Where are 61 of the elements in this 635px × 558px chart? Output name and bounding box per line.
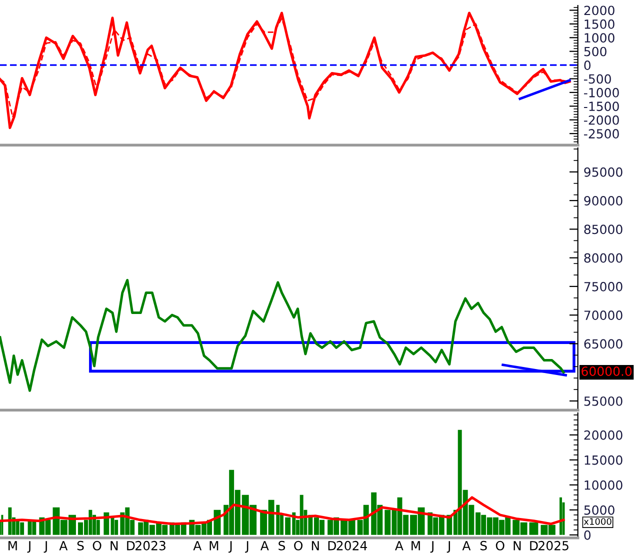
x-tick-label: D: [127, 541, 135, 550]
bar: [20, 522, 24, 535]
x-tick-label: M: [8, 541, 17, 550]
annotation: 60000.0: [582, 366, 632, 376]
x-tick-label: O: [92, 540, 102, 550]
y-tick-label: 1000: [584, 33, 614, 43]
x-tick-label: J: [228, 541, 232, 553]
line-series: [0, 278, 565, 392]
x-tick-label: A: [462, 541, 471, 550]
x-tick-label: 2025: [538, 540, 568, 550]
y-tick-label: 65000: [584, 339, 622, 349]
x-tick-label: N: [312, 541, 319, 550]
x-tick-label: J: [446, 541, 450, 553]
x-tick-label: O: [496, 540, 504, 550]
x-tick-label: A: [260, 541, 269, 550]
text: x1000: [584, 518, 612, 525]
y-tick-label: 10000: [584, 480, 622, 490]
x-tick-label: M: [210, 541, 218, 550]
y-tick-label: 85000: [584, 224, 622, 234]
y-tick-label: 500: [584, 46, 606, 56]
y-tick-label: 95000: [584, 167, 622, 177]
x-tick-label: A: [193, 541, 202, 550]
y-tick-label: 1500: [584, 19, 614, 29]
x-tick-label: S: [278, 540, 286, 550]
y-tick-label: 80000: [584, 253, 622, 263]
y-tick-label: 2000: [584, 6, 614, 16]
bar: [32, 520, 36, 535]
y-tick-label: -500: [584, 74, 611, 84]
x-tick-label: D: [530, 541, 538, 550]
x-tick-label: S: [480, 540, 487, 550]
y-tick-label: -1000: [584, 88, 619, 98]
bar: [114, 520, 118, 535]
x-tick-label: M: [412, 541, 420, 550]
y-tick-label: 70000: [584, 310, 622, 320]
x-tick-label: D: [328, 541, 336, 550]
y-tick-label: 55000: [584, 396, 622, 406]
y-tick-label: 15000: [584, 455, 622, 465]
x-tick-label: A: [395, 541, 404, 550]
x-tick-label: 2024: [336, 540, 367, 550]
bar: [8, 507, 12, 535]
x-tick-label: J: [27, 541, 30, 553]
y-tick-label: 90000: [584, 196, 622, 206]
x-tick-label: J: [44, 541, 47, 553]
y-tick-label: 20000: [584, 430, 622, 440]
y-tick-label: -2500: [584, 129, 619, 138]
x-tick-label: J: [245, 541, 248, 553]
y-tick-label: 5000: [584, 505, 614, 515]
x-tick-label: N: [110, 541, 118, 550]
x-tick-label: A: [59, 541, 68, 550]
x-tick-label: O: [294, 540, 303, 550]
bar: [300, 494, 304, 535]
x-tick-label: J: [430, 541, 434, 553]
y-tick-label: -1500: [584, 102, 619, 112]
line-series: [0, 496, 565, 526]
x-tick-label: N: [514, 541, 521, 550]
x-tick-label: 2023: [136, 540, 166, 550]
y-tick-label: 0: [584, 60, 591, 70]
y-tick-label: 75000: [584, 282, 622, 292]
y-tick-label: -2000: [584, 115, 619, 125]
x-tick-label: S: [77, 540, 84, 550]
y-tick-label: 0: [584, 530, 591, 540]
